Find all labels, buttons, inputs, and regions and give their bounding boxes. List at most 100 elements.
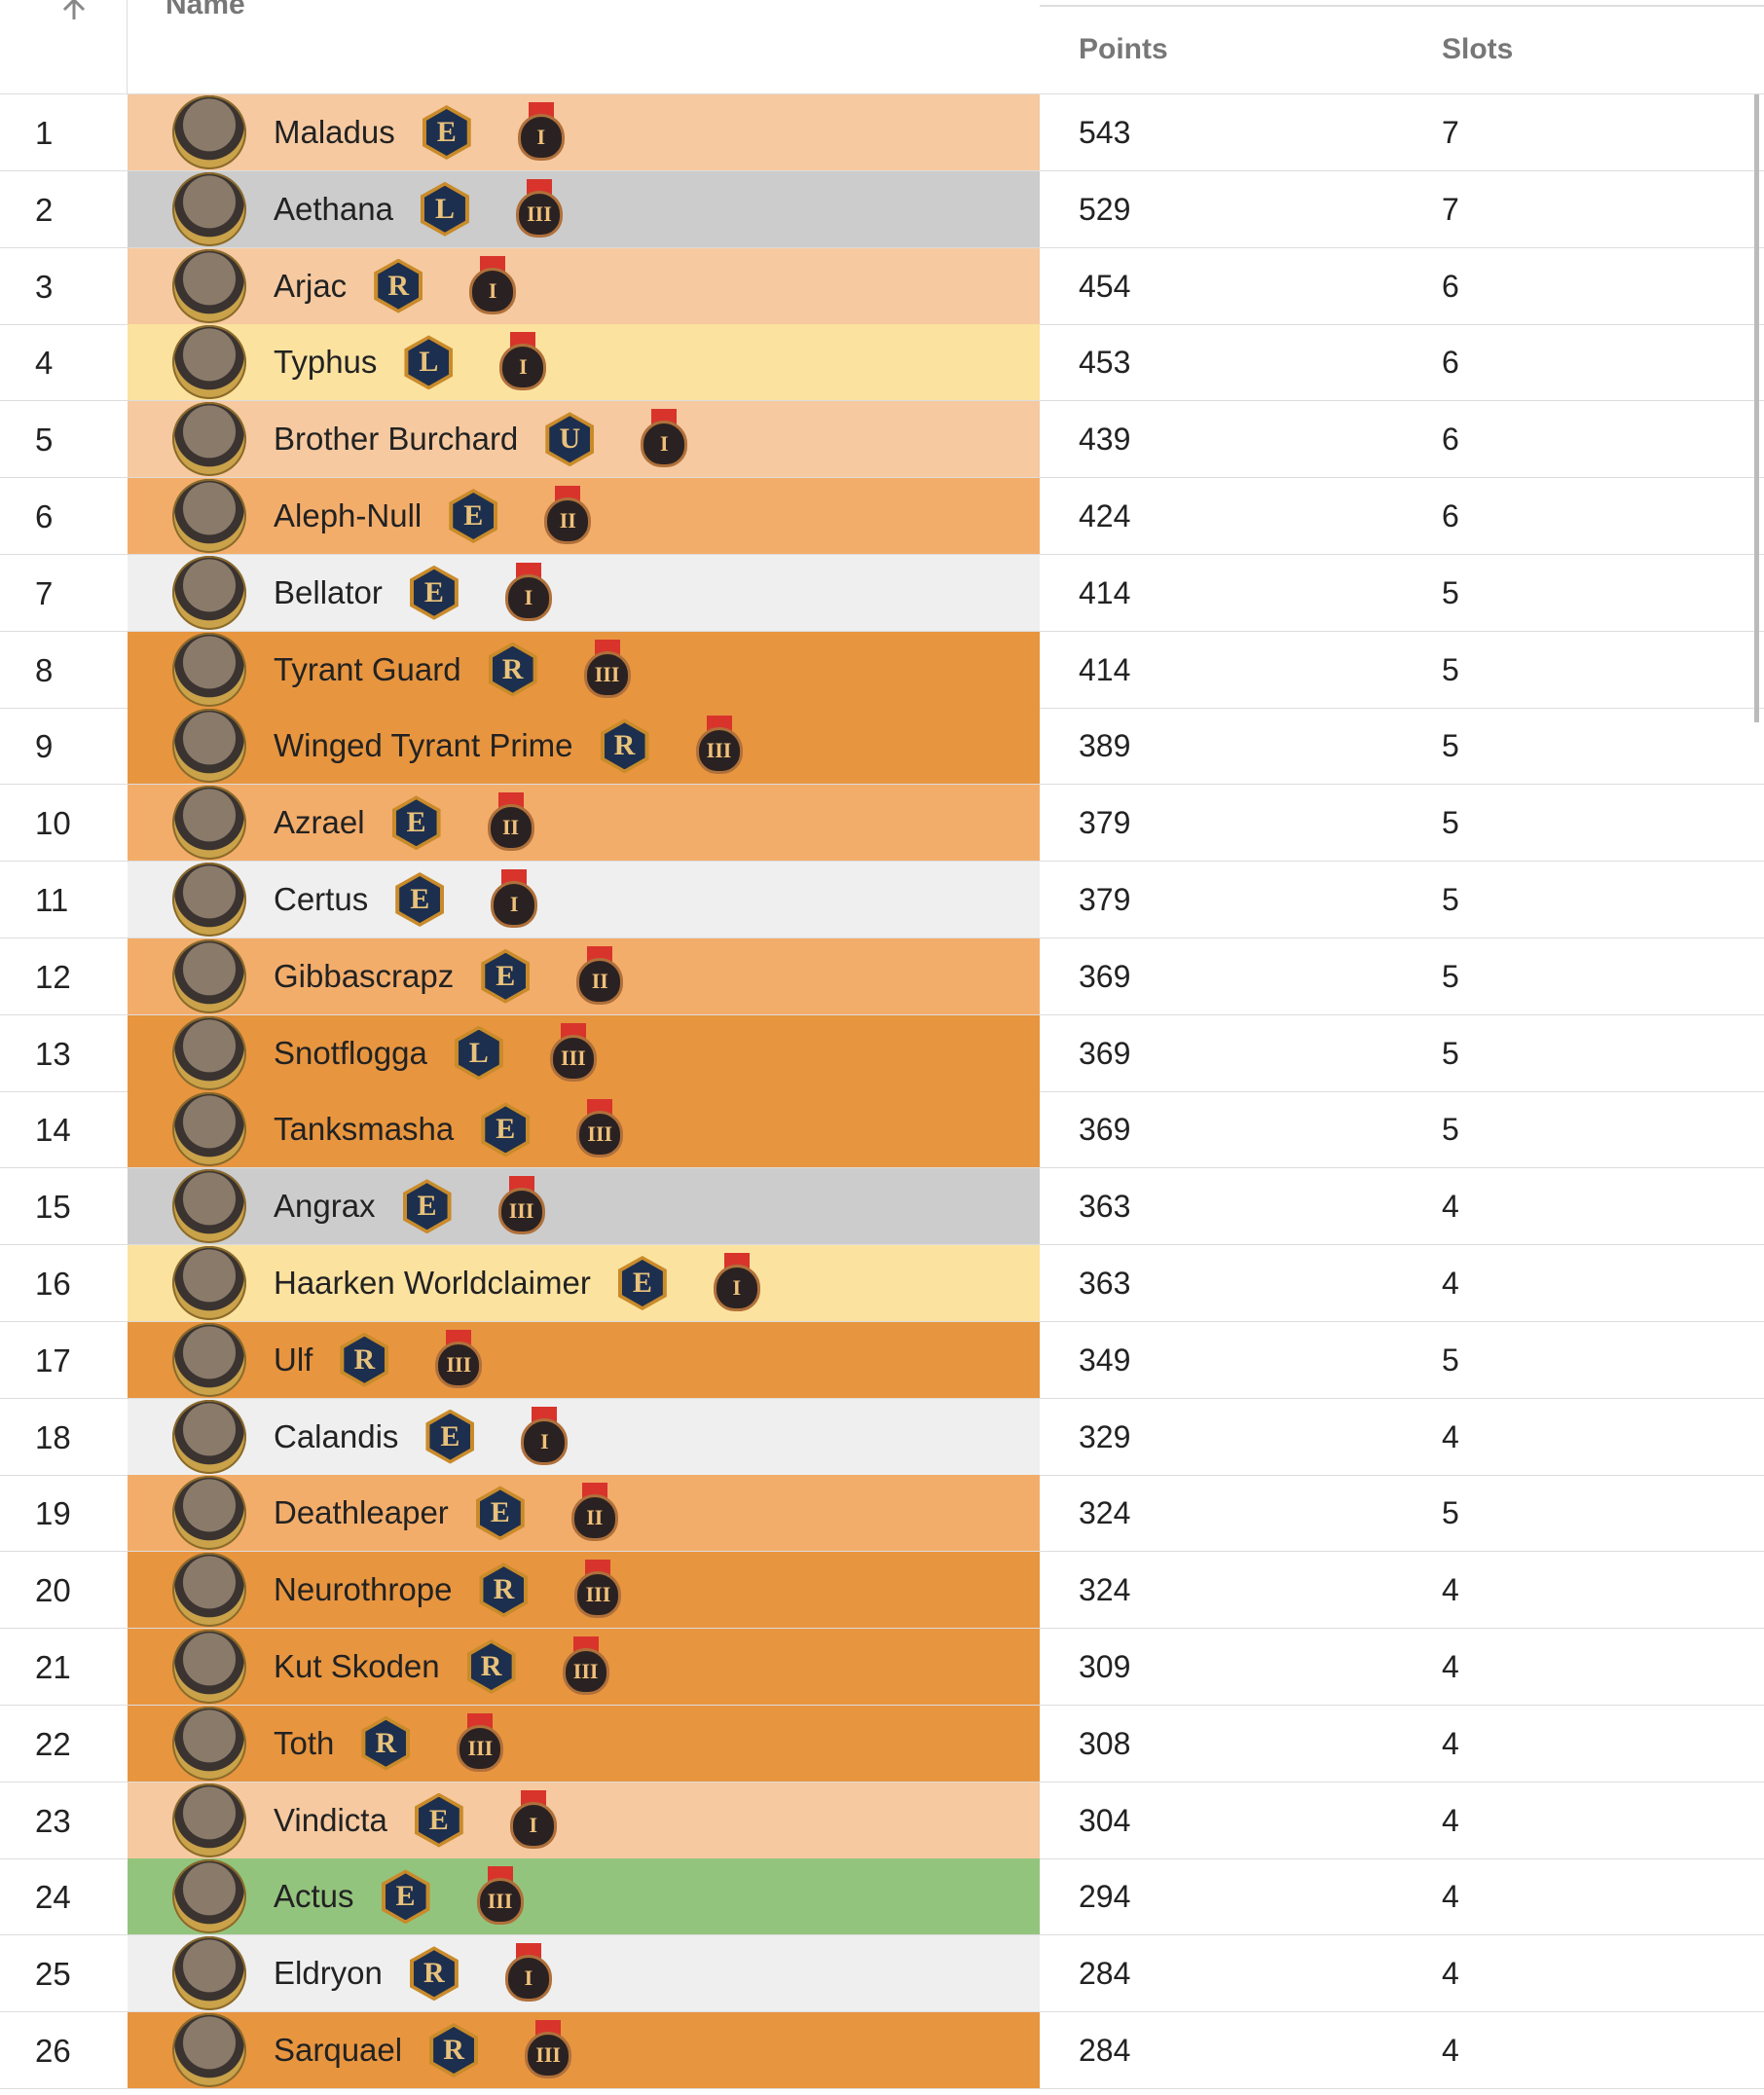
- rank-number: 19: [35, 1495, 71, 1532]
- points-value: 369: [1079, 1112, 1131, 1148]
- character-name: Brother Burchard: [274, 421, 519, 458]
- slots-value: 5: [1442, 574, 1459, 610]
- rarity-badge: R: [429, 2023, 479, 2077]
- table-row[interactable]: 18 Calandis E I 329 4: [0, 1398, 1764, 1476]
- rarity-letter: E: [385, 1873, 426, 1921]
- table-row[interactable]: 21 Kut Skoden R III 309 4: [0, 1629, 1764, 1706]
- rarity-letter: E: [479, 1489, 521, 1537]
- table-row[interactable]: 2 Aethana L III 529 7: [0, 170, 1764, 248]
- name-cell: Sarquael R III: [128, 2012, 1040, 2088]
- name-cell: Certus E I: [128, 862, 1040, 937]
- rank-numeral: I: [641, 421, 688, 468]
- rarity-letter: L: [408, 339, 450, 386]
- character-name: Ulf: [274, 1341, 313, 1378]
- rarity-badge: L: [404, 335, 454, 390]
- rank-badge: I: [487, 869, 541, 930]
- table-row[interactable]: 10 Azrael E II 379 5: [0, 785, 1764, 863]
- character-name: Tanksmasha: [274, 1111, 455, 1148]
- table-row[interactable]: 3 Arjac R I 454 6: [0, 247, 1764, 325]
- points-header[interactable]: Points: [1079, 33, 1168, 65]
- rank-numeral: II: [487, 804, 534, 852]
- rank-numeral: III: [435, 1341, 483, 1388]
- table-row[interactable]: 25 Eldryon R I 284 4: [0, 1935, 1764, 2013]
- rarity-badge: E: [481, 1102, 531, 1158]
- name-cell: Aethana L III: [128, 170, 1040, 247]
- rarity-badge: R: [466, 1639, 516, 1694]
- character-portrait: [172, 863, 246, 937]
- character-portrait: [172, 1936, 246, 2011]
- table-row[interactable]: 4 Typhus L I 453 6: [0, 324, 1764, 402]
- table-row[interactable]: 1 Maladus E I 543 7: [0, 94, 1764, 171]
- rarity-letter: R: [604, 722, 645, 770]
- rarity-letter: R: [492, 645, 533, 693]
- table-row[interactable]: 7 Bellator E I 414 5: [0, 554, 1764, 632]
- rarity-letter: E: [485, 1106, 527, 1154]
- rarity-letter: E: [485, 952, 527, 1000]
- rarity-badge: E: [409, 565, 459, 620]
- slots-value: 4: [1442, 1189, 1459, 1225]
- rank-badge: I: [465, 255, 520, 316]
- character-portrait: [172, 938, 246, 1013]
- rank-badge: III: [495, 1176, 549, 1236]
- sort-arrow[interactable]: [58, 0, 90, 21]
- character-name: Eldryon: [274, 1955, 383, 1992]
- rarity-badge: R: [409, 1946, 459, 2002]
- rank-badge: I: [514, 102, 569, 163]
- table-row[interactable]: 8 Tyrant Guard R III 414 5: [0, 631, 1764, 709]
- rank-number: 6: [35, 498, 54, 534]
- table-row[interactable]: 24 Actus E III 294 4: [0, 1858, 1764, 1936]
- rank-number: 24: [35, 1879, 71, 1916]
- slots-header[interactable]: Slots: [1442, 33, 1514, 65]
- table-row[interactable]: 12 Gibbascrapz E II 369 5: [0, 937, 1764, 1015]
- rank-number: 22: [35, 1725, 71, 1762]
- table-row[interactable]: 22 Toth R III 308 4: [0, 1705, 1764, 1783]
- rarity-badge: R: [479, 1562, 529, 1618]
- table-row[interactable]: 16 Haarken Worldclaimer E I 363 4: [0, 1245, 1764, 1322]
- name-cell: Typhus L I: [128, 324, 1040, 401]
- character-portrait: [172, 786, 246, 861]
- rarity-letter: R: [433, 2027, 475, 2074]
- rank-badge: II: [540, 486, 595, 546]
- rarity-badge: E: [381, 1869, 430, 1925]
- table-row[interactable]: 17 Ulf R III 349 5: [0, 1321, 1764, 1399]
- rank-badge: I: [496, 332, 550, 392]
- table-row[interactable]: 14 Tanksmasha E III 369 5: [0, 1091, 1764, 1169]
- table-row[interactable]: 5 Brother Burchard U I 439 6: [0, 401, 1764, 479]
- table-row[interactable]: 19 Deathleaper E II 324 5: [0, 1475, 1764, 1553]
- rarity-letter: R: [365, 1719, 407, 1767]
- rank-number: 8: [35, 651, 54, 688]
- table-row[interactable]: 9 Winged Tyrant Prime R III 389 5: [0, 708, 1764, 786]
- rank-badge: III: [692, 716, 747, 776]
- table-row[interactable]: 6 Aleph-Null E II 424 6: [0, 478, 1764, 555]
- points-value: 363: [1079, 1266, 1131, 1301]
- rank-numeral: II: [544, 497, 592, 544]
- name-header[interactable]: Name: [165, 0, 245, 20]
- rank-number: 13: [35, 1035, 71, 1072]
- character-portrait: [172, 1706, 246, 1781]
- character-name: Bellator: [274, 573, 383, 610]
- rank-number: 20: [35, 1572, 71, 1609]
- table-row[interactable]: 15 Angrax E III 363 4: [0, 1168, 1764, 1246]
- rank-number: 25: [35, 1956, 71, 1993]
- table-row[interactable]: 23 Vindicta E I 304 4: [0, 1782, 1764, 1859]
- character-portrait: [172, 1630, 246, 1704]
- rank-numeral: III: [695, 727, 743, 775]
- character-name: Deathleaper: [274, 1494, 449, 1531]
- name-cell: Azrael E II: [128, 785, 1040, 862]
- rank-number: 14: [35, 1112, 71, 1149]
- character-name: Arjac: [274, 267, 348, 304]
- character-name: Typhus: [274, 344, 378, 381]
- table-row[interactable]: 20 Neurothrope R III 324 4: [0, 1552, 1764, 1630]
- points-value: 304: [1079, 1802, 1131, 1838]
- slots-value: 6: [1442, 345, 1459, 381]
- rank-numeral: III: [562, 1648, 609, 1695]
- name-cell: Snotflogga L III: [128, 1014, 1040, 1091]
- name-cell: Eldryon R I: [128, 1935, 1040, 2012]
- table-row[interactable]: 11 Certus E I 379 5: [0, 862, 1764, 938]
- character-name: Actus: [274, 1878, 354, 1915]
- table-row[interactable]: 13 Snotflogga L III 369 5: [0, 1014, 1764, 1092]
- rank-numeral: I: [509, 1801, 557, 1849]
- table-row[interactable]: 26 Sarquael R III 284 4: [0, 2012, 1764, 2089]
- character-portrait: [172, 1246, 246, 1320]
- rarity-letter: E: [399, 876, 441, 923]
